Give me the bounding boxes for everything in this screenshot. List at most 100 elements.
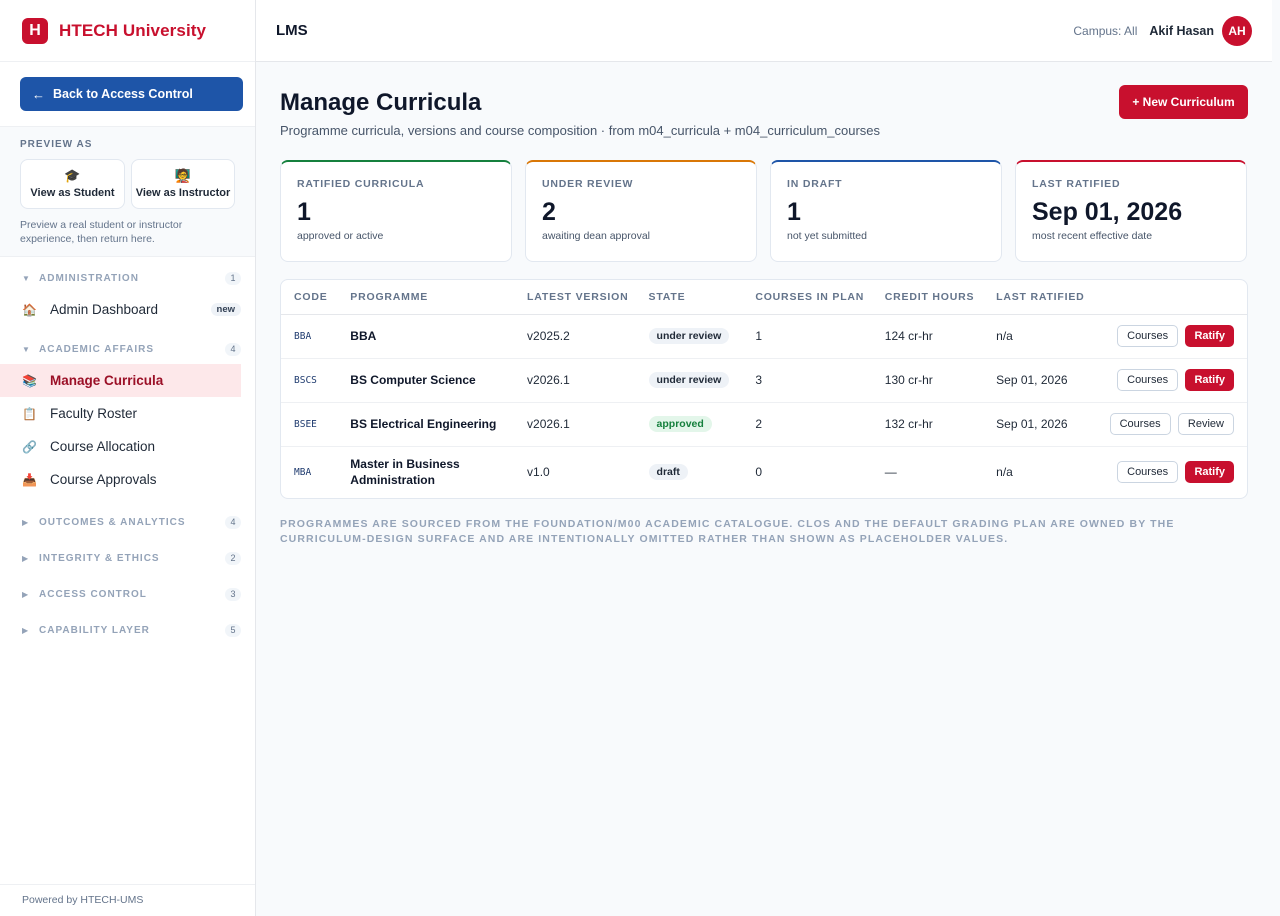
stat-value: 2 [542,198,556,226]
sidebar-item-label: Course Approvals [50,472,157,487]
campus-selector[interactable]: Campus: All [1073,23,1138,38]
preview-as-panel: PREVIEW AS 🎓 View as Student 🧑‍🏫 View as… [0,127,255,257]
courses-button[interactable]: Courses [1117,369,1179,391]
back-to-access-control-button[interactable]: ← Back to Access Control [20,77,243,111]
preview-as-title: PREVIEW AS [20,139,93,150]
ratify-button[interactable]: Ratify [1185,369,1234,391]
arrow-left-icon: ← [32,86,45,102]
avatar[interactable]: AH [1222,15,1252,46]
courses-button[interactable]: Courses [1117,461,1179,484]
column-header[interactable]: LATEST VERSION [514,280,636,315]
state-cell: approved [635,402,743,447]
view-as-student-label: View as Student [30,187,115,199]
ratify-button[interactable]: Ratify [1185,461,1234,484]
house-icon: 🏠 [22,302,37,317]
courses-cell: 0 [755,465,763,480]
stat-label: IN DRAFT [787,178,843,190]
column-header[interactable]: CREDIT HOURS [871,280,984,315]
group-access-control[interactable]: ▶ ACCESS CONTROL 3 [0,576,255,612]
back-section: ← Back to Access Control [0,62,255,127]
code-cell: BBA [281,314,338,359]
caret-right-icon: ▶ [22,517,30,527]
stat-subtext: not yet submitted [787,230,867,242]
stat-card-under-review: UNDER REVIEW 2 awaiting dean approval [525,160,757,262]
column-header[interactable]: COURSES IN PLAN [742,280,872,315]
sidebar-item-admin-dashboard[interactable]: 🏠 Admin Dashboard new [0,293,255,326]
group-capability-layer[interactable]: ▶ CAPABILITY LAYER 5 [0,612,255,648]
stat-card-in-draft: IN DRAFT 1 not yet submitted [770,160,1002,262]
column-header[interactable]: PROGRAMME [337,280,515,315]
group-count: 1 [225,271,241,285]
view-as-student-button[interactable]: 🎓 View as Student [20,159,125,209]
code-cell: MBA [294,466,312,478]
topbar: LMS Campus: All Akif Hasan AH [256,0,1272,62]
new-curriculum-button[interactable]: + New Curriculum [1119,85,1248,119]
group-label: ACADEMIC AFFAIRS [39,343,155,355]
table-row[interactable]: BSEE BS Electrical Engineering v2026.1 a… [281,402,1247,447]
column-header[interactable]: STATE [635,280,743,315]
table-row[interactable]: MBA Master in Business Administration v1… [281,446,1247,498]
group-administration[interactable]: ▼ ADMINISTRATION 1 [0,263,255,293]
sidebar-nav: ▼ ADMINISTRATION 1 🏠 Admin Dashboard new… [0,257,255,648]
sidebar-item-faculty-roster[interactable]: 📋 Faculty Roster [0,397,255,430]
column-header[interactable]: LAST RATIFIED [983,280,1093,315]
group-integrity-ethics[interactable]: ▶ INTEGRITY & ETHICS 2 [0,540,255,576]
sidebar-item-course-allocation[interactable]: 🔗 Course Allocation [0,430,255,463]
view-as-instructor-button[interactable]: 🧑‍🏫 View as Instructor [130,159,235,209]
caret-right-icon: ▶ [22,625,30,635]
stat-label: LAST RATIFIED [1032,178,1121,190]
table-row[interactable]: BBA BBA v2025.2 under review 1 124 cr-hr… [281,314,1247,359]
programme-cell: BS Computer Science [337,358,515,403]
group-label: OUTCOMES & ANALYTICS [39,516,186,528]
ratify-button[interactable]: Ratify [1185,325,1234,347]
state-cell: under review [635,314,743,359]
sidebar-item-label: Faculty Roster [50,406,138,421]
programme-cell: Master in Business Administration [350,457,460,488]
caret-down-icon: ▼ [22,344,31,354]
table-header-row: CODE PROGRAMME LATEST VERSION STATE COUR… [281,280,1247,315]
last-ratified-cell: Sep 01, 2026 [983,358,1093,403]
version-cell: v2026.1 [514,402,636,447]
group-academic-affairs[interactable]: ▼ ACADEMIC AFFAIRS 4 [0,334,255,364]
stat-value: 1 [787,198,801,226]
user-name[interactable]: Akif Hasan [1149,23,1214,38]
state-badge: under review [648,372,730,388]
group-count: 2 [225,551,241,565]
sidebar-item-course-approvals[interactable]: 📥 Course Approvals [0,463,255,496]
actions-cell: Courses Ratify [1093,446,1247,498]
group-outcomes-analytics[interactable]: ▶ OUTCOMES & ANALYTICS 4 [0,504,255,540]
courses-button[interactable]: Courses [1109,413,1171,435]
preview-note: Preview a real student or instructor exp… [20,219,183,245]
stat-value: Sep 01, 2026 [1032,198,1183,226]
stat-subtext: approved or active [297,230,384,242]
state-badge: approved [648,416,712,432]
column-header[interactable]: CODE [281,280,338,315]
books-icon: 📚 [22,373,37,388]
table-row[interactable]: BSCS BS Computer Science v2026.1 under r… [281,358,1247,403]
caret-down-icon: ▼ [22,273,31,283]
group-label: INTEGRITY & ETHICS [39,552,160,564]
courses-cell: 1 [742,314,872,359]
courses-button[interactable]: Courses [1117,325,1179,347]
stat-card-last-ratified: LAST RATIFIED Sep 01, 2026 most recent e… [1015,160,1247,262]
clipboard-icon: 📋 [22,406,37,421]
graduation-cap-icon: 🎓 [64,168,81,183]
group-label: CAPABILITY LAYER [39,624,150,636]
view-as-instructor-label: View as Instructor [135,187,231,199]
teacher-icon: 🧑‍🏫 [174,168,192,183]
brand-name: HTECH University [59,20,207,40]
sidebar-item-label: Manage Curricula [50,373,164,388]
credit-hours-cell: — [884,465,897,480]
version-cell: v1.0 [527,465,550,480]
footnote: Programmes are sourced from the foundati… [280,518,1175,545]
caret-right-icon: ▶ [22,553,30,563]
review-button[interactable]: Review [1177,413,1234,435]
page-subtitle: Programme curricula, versions and course… [280,123,881,138]
curricula-table: CODE PROGRAMME LATEST VERSION STATE COUR… [280,279,1248,499]
brand[interactable]: H HTECH University [0,0,255,62]
actions-cell: Courses Ratify [1092,358,1247,403]
credit-hours-cell: 132 cr-hr [871,402,984,447]
sidebar-item-manage-curricula[interactable]: 📚 Manage Curricula [0,364,241,397]
last-ratified-cell: n/a [983,314,1093,359]
group-count: 4 [225,515,241,529]
